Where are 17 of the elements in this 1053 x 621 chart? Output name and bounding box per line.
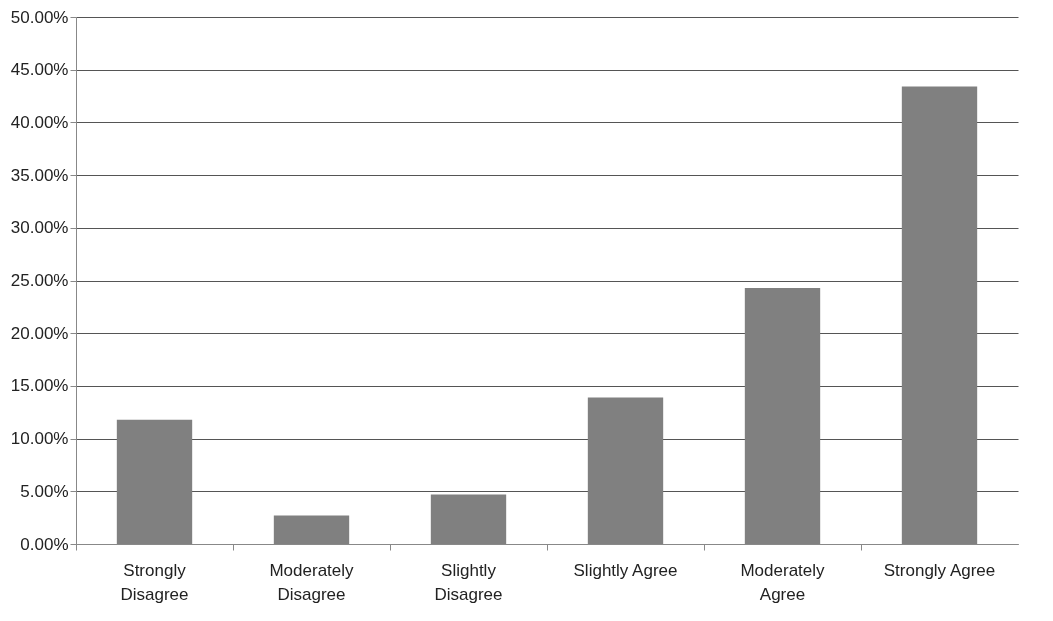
x-tick-label: Slightly Agree: [573, 560, 678, 580]
x-tick-label: Slightly Disagree: [434, 560, 503, 604]
x-tick-label: Moderately Disagree: [269, 560, 355, 604]
y-tick-label: 25.00%: [10, 271, 69, 290]
y-tick-label: 0.00%: [20, 534, 69, 554]
y-tick-label: 10.00%: [10, 429, 69, 449]
x-tick-label: Strongly Disagree: [120, 560, 189, 604]
y-tick-label: 35.00%: [10, 165, 69, 185]
x-tick-label: Strongly Agree: [883, 560, 996, 580]
y-tick-label: 20.00%: [10, 323, 69, 343]
y-tick-label: 50.00%: [10, 7, 69, 27]
y-tick-label: 30.00%: [10, 218, 69, 238]
y-tick-label: 5.00%: [20, 481, 69, 501]
x-tick-label: Moderately Agree: [740, 560, 826, 604]
y-tick-label: 40.00%: [10, 112, 69, 132]
y-tick-label: 15.00%: [10, 376, 69, 396]
y-tick-label: 45.00%: [10, 60, 69, 80]
